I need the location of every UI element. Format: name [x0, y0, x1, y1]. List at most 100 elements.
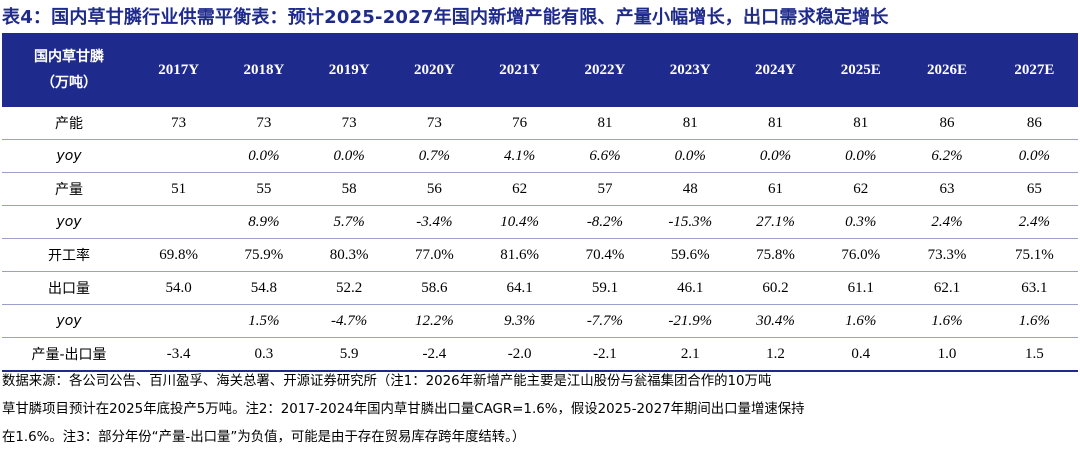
table-cell: 0.0% — [221, 139, 307, 173]
table-cell: -2.1 — [562, 337, 648, 372]
row-label: yoy — [2, 139, 136, 173]
table-cell: 0.0% — [306, 139, 392, 173]
table-cell: 1.6% — [990, 304, 1078, 338]
table-cell: -2.4 — [391, 337, 478, 372]
table-cell: 10.4% — [477, 205, 563, 239]
table-cell: 62 — [477, 172, 563, 206]
table-cell: 86 — [990, 107, 1078, 140]
table-cell: 1.5% — [221, 304, 307, 338]
table-cell: 0.0% — [647, 139, 733, 173]
table-cell: 81 — [732, 107, 819, 140]
table-cell: 1.6% — [818, 304, 904, 338]
source-note-line: 数据来源：各公司公告、百川盈孚、海关总署、开源证券研究所（注1：2026年新增产… — [2, 374, 772, 389]
year-header: 2024Y — [732, 33, 819, 107]
row-label: 开工率 — [2, 238, 136, 272]
table-cell: 81.6% — [477, 238, 563, 272]
table-cell: 8.9% — [221, 205, 307, 239]
table-cell: 9.3% — [477, 304, 563, 338]
table-row: 开工率 69.8% 75.9% 80.3% 77.0% 81.6% 70.4% 59.6% 75… — [2, 238, 1078, 272]
table-cell: 0.4 — [818, 337, 904, 372]
table-cell: 58.6 — [391, 271, 478, 305]
corner-header-line1: 国内草甘膦 — [33, 49, 104, 65]
header-row: 国内草甘膦 （万吨） 2017Y 2018Y 2019Y 2020Y 2021Y… — [2, 33, 1078, 107]
table-cell: -2.0 — [477, 337, 563, 372]
table-cell: 75.9% — [221, 238, 307, 272]
source-note: 数据来源：各公司公告、百川盈孚、海关总署、开源证券研究所（注1：2026年新增产… — [2, 368, 1078, 452]
year-header: 2019Y — [306, 33, 392, 107]
year-header: 2025E — [818, 33, 904, 107]
table-cell: -3.4% — [391, 205, 478, 239]
table-cell: 62 — [818, 172, 904, 206]
table-cell: 73.3% — [903, 238, 991, 272]
table-cell: 6.2% — [903, 139, 991, 173]
table-cell — [135, 205, 222, 239]
table-cell: 52.2 — [306, 271, 392, 305]
table-cell: 0.3 — [221, 337, 307, 372]
table-cell: 1.5 — [990, 337, 1078, 372]
table-cell: 12.2% — [391, 304, 478, 338]
table-cell: 75.8% — [732, 238, 819, 272]
source-note-line: 草甘膦项目预计在2025年底投产5万吨。注2：2017-2024年国内草甘膦出口… — [2, 402, 805, 417]
table-cell: 61.1 — [818, 271, 904, 305]
table-cell: 56 — [391, 172, 478, 206]
table-cell: 62.1 — [903, 271, 991, 305]
table-cell: 1.6% — [903, 304, 991, 338]
year-header: 2018Y — [221, 33, 307, 107]
table-cell: 70.4% — [562, 238, 648, 272]
table-row: yoy 0.0% 0.0% 0.7% 4.1% 6.6% 0.0% 0.0% 0.0% 6.2% 0… — [2, 139, 1078, 173]
table-cell: 0.3% — [818, 205, 904, 239]
table-cell: 54.8 — [221, 271, 307, 305]
year-header: 2027E — [990, 33, 1078, 107]
table-cell: 80.3% — [306, 238, 392, 272]
table-cell: 76 — [477, 107, 563, 140]
table-cell: 73 — [306, 107, 392, 140]
table-cell: 64.1 — [477, 271, 563, 305]
year-header: 2026E — [903, 33, 991, 107]
year-header: 2020Y — [391, 33, 478, 107]
table-cell: 73 — [221, 107, 307, 140]
source-note-line: 在1.6%。注3：部分年份“产量-出口量”为负值，可能是由于存在贸易库存跨年度结… — [2, 430, 526, 445]
table-cell: 0.7% — [391, 139, 478, 173]
table-cell: 1.2 — [732, 337, 819, 372]
row-label: 产能 — [2, 107, 136, 140]
table-cell: 54.0 — [135, 271, 222, 305]
row-label: 出口量 — [2, 271, 136, 305]
corner-header: 国内草甘膦 （万吨） — [2, 33, 136, 107]
table-cell: 61 — [732, 172, 819, 206]
table-row: 产能 73 73 73 73 76 81 81 81 81 86 86 — [2, 107, 1078, 140]
year-header: 2017Y — [135, 33, 222, 107]
table-cell: 63.1 — [990, 271, 1078, 305]
table-cell: 2.4% — [990, 205, 1078, 239]
table-cell: 69.8% — [135, 238, 222, 272]
year-header: 2021Y — [477, 33, 563, 107]
table-cell: 2.1 — [647, 337, 733, 372]
row-label: 产量-出口量 — [2, 337, 136, 372]
table-cell: 57 — [562, 172, 648, 206]
table-cell: 51 — [135, 172, 222, 206]
table-cell: 77.0% — [391, 238, 478, 272]
table-cell: -3.4 — [135, 337, 222, 372]
table-row: yoy 1.5% -4.7% 12.2% 9.3% -7.7% -21.9% 30.4% 1.6… — [2, 304, 1078, 338]
table-cell: 81 — [562, 107, 648, 140]
table-cell: 0.0% — [732, 139, 819, 173]
year-header: 2022Y — [562, 33, 648, 107]
row-label: yoy — [2, 205, 136, 239]
table-cell: 5.9 — [306, 337, 392, 372]
table-cell: 2.4% — [903, 205, 991, 239]
corner-header-line2: （万吨） — [40, 75, 97, 91]
table-cell: -7.7% — [562, 304, 648, 338]
table-cell: 1.0 — [903, 337, 991, 372]
table-cell: 27.1% — [732, 205, 819, 239]
table-cell: -8.2% — [562, 205, 648, 239]
table-cell: 4.1% — [477, 139, 563, 173]
table-cell: 0.0% — [990, 139, 1078, 173]
table-cell: 81 — [647, 107, 733, 140]
table-row: 产量 51 55 58 56 62 57 48 61 62 63 65 — [2, 172, 1078, 206]
table-cell: 60.2 — [732, 271, 819, 305]
table-cell: 63 — [903, 172, 991, 206]
table-cell: 81 — [818, 107, 904, 140]
table-cell: 30.4% — [732, 304, 819, 338]
table-row: 出口量 54.0 54.8 52.2 58.6 64.1 59.1 46.1 60.2 61.1 6… — [2, 271, 1078, 305]
table-cell: 58 — [306, 172, 392, 206]
table-cell: 76.0% — [818, 238, 904, 272]
